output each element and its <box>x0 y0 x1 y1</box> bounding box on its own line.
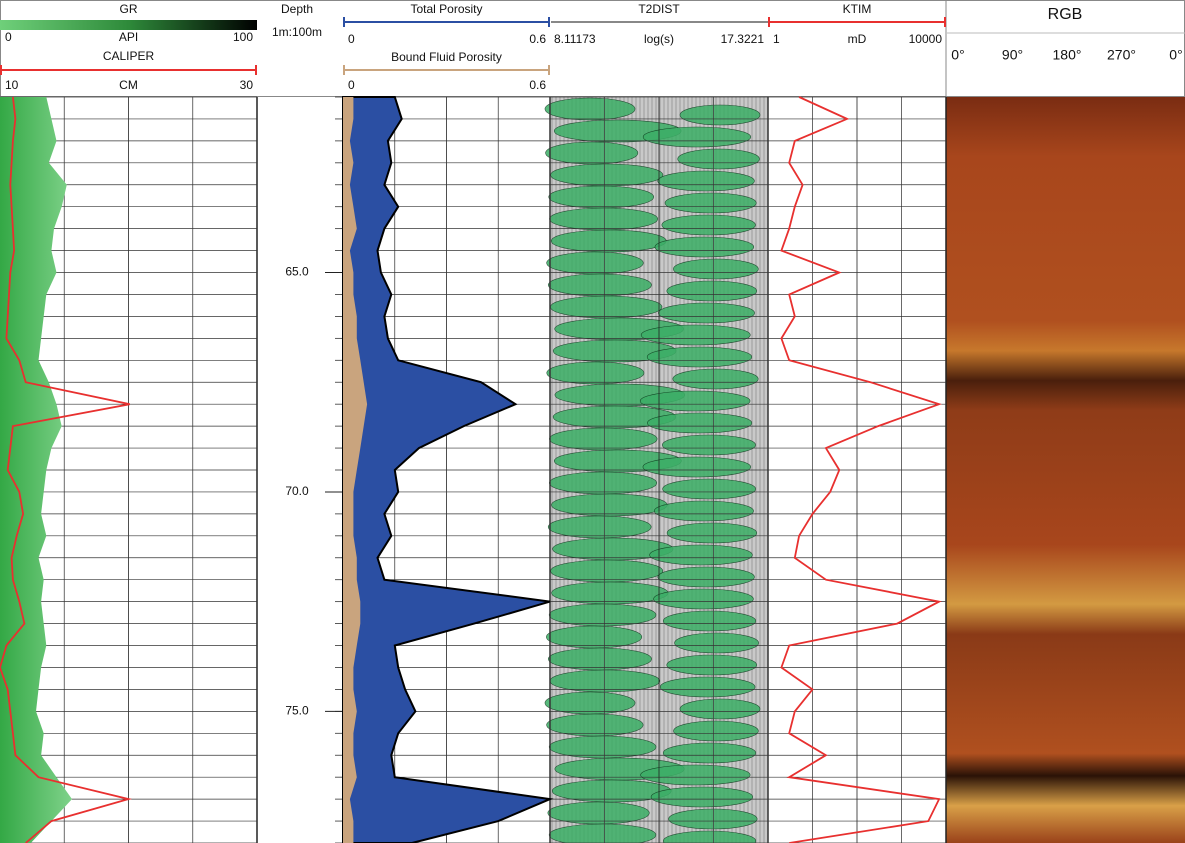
t2dist-blob <box>550 163 664 187</box>
t2dist-blob <box>647 412 753 434</box>
t2dist-blob <box>668 808 758 830</box>
t2dist-blob <box>658 302 755 324</box>
scale-min: 0 <box>5 30 12 44</box>
scale-max: 30 <box>240 78 254 92</box>
t2dist-blob <box>544 691 636 715</box>
t2dist-blob <box>654 236 755 258</box>
t2dist-blob <box>639 390 751 412</box>
rgb-image <box>946 97 1185 843</box>
t2dist-blob <box>679 698 761 720</box>
rgb-tick-label: 270° <box>1107 47 1136 63</box>
scale-min: 0 <box>348 78 355 92</box>
t2dist-blob <box>640 324 751 346</box>
scale-max: 100 <box>233 30 253 44</box>
t2dist-blob <box>547 273 652 297</box>
t2dist-blob <box>640 764 751 786</box>
t2dist-unit: log(s) <box>644 32 674 46</box>
scale-min: 1 <box>773 32 780 46</box>
t2dist-blob <box>657 170 755 192</box>
t2dist-blob <box>653 588 754 610</box>
t2dist-blob <box>650 786 754 808</box>
rgb-tick-label: 0° <box>951 47 964 63</box>
scale-max: 10000 <box>909 32 943 46</box>
series-title: KTIM <box>843 2 872 16</box>
depth-title: Depth <box>281 2 313 16</box>
scale-min: 10 <box>5 78 19 92</box>
t2dist-title: T2DIST <box>638 2 680 16</box>
curve-4 <box>780 96 942 843</box>
series-title: Bound Fluid Porosity <box>391 50 502 64</box>
t2dist-blob <box>661 214 756 236</box>
t2dist-blob <box>662 742 757 764</box>
series-title: Total Porosity <box>410 2 482 16</box>
t2dist-blob <box>547 515 652 539</box>
gr-color-bar <box>0 20 257 30</box>
t2dist-blob <box>657 566 755 588</box>
t2dist-blob <box>662 830 757 843</box>
t2dist-blob <box>674 632 759 654</box>
scale-unit: mD <box>848 32 867 46</box>
t2dist-blob <box>679 104 761 126</box>
series-title: GR <box>120 2 138 16</box>
series-title: CALIPER <box>103 49 155 63</box>
rgb-tick-label: 0° <box>1169 47 1182 63</box>
area-3 <box>343 97 368 843</box>
t2dist-blob <box>666 522 758 544</box>
t2dist-min: 8.11173 <box>554 32 596 46</box>
rgb-title: RGB <box>1048 6 1083 23</box>
t2dist-blob <box>659 676 756 698</box>
t2dist-blob <box>549 207 658 231</box>
depth-label: 65.0 <box>285 265 309 279</box>
t2dist-blob <box>549 427 658 451</box>
t2dist-blob <box>546 251 644 275</box>
t2dist-blob <box>549 471 658 495</box>
t2dist-blob <box>673 258 759 280</box>
t2dist-blob <box>551 581 669 605</box>
t2dist-blob <box>548 647 652 671</box>
t2dist-blob <box>548 603 657 627</box>
t2dist-blob <box>653 500 754 522</box>
t2dist-blob <box>550 229 667 253</box>
area-0 <box>0 97 72 843</box>
t2dist-blob <box>547 801 650 825</box>
t2dist-blob <box>550 295 663 319</box>
depth-label: 75.0 <box>285 704 309 718</box>
depth-scale: 1m:100m <box>272 25 322 39</box>
t2dist-blob <box>662 434 756 456</box>
t2dist-blob <box>545 141 639 165</box>
area-2 <box>342 96 554 843</box>
t2dist-blob <box>546 625 643 649</box>
t2dist-blob <box>546 361 645 385</box>
scale-unit: API <box>119 30 138 44</box>
rgb-tick-label: 180° <box>1053 47 1082 63</box>
t2dist-blob <box>642 456 752 478</box>
t2dist-blob <box>666 654 757 676</box>
t2dist-blob <box>666 280 758 302</box>
t2dist-blob <box>544 97 636 121</box>
t2dist-blob <box>548 185 654 209</box>
curve-1 <box>0 96 133 843</box>
t2dist-blob <box>646 346 753 368</box>
t2dist-blob <box>642 126 752 148</box>
scale-min: 0 <box>348 32 355 46</box>
t2dist-blob <box>649 544 753 566</box>
t2dist-blob <box>662 610 757 632</box>
scale-max: 0.6 <box>529 78 546 92</box>
t2dist-blob <box>673 720 759 742</box>
rgb-tick-label: 90° <box>1002 47 1023 63</box>
t2dist-blob <box>677 148 760 170</box>
t2dist-blob <box>662 478 756 500</box>
t2dist-blob <box>551 493 668 517</box>
t2dist-blob <box>548 735 657 759</box>
t2dist-blob <box>664 192 757 214</box>
t2dist-blob <box>550 559 664 583</box>
scale-max: 0.6 <box>529 32 546 46</box>
t2dist-blob <box>546 713 644 737</box>
t2dist-blob <box>548 823 657 843</box>
depth-label: 70.0 <box>285 484 309 498</box>
t2dist-max: 17.3221 <box>721 32 765 46</box>
scale-unit: CM <box>119 78 138 92</box>
t2dist-blob <box>672 368 759 390</box>
